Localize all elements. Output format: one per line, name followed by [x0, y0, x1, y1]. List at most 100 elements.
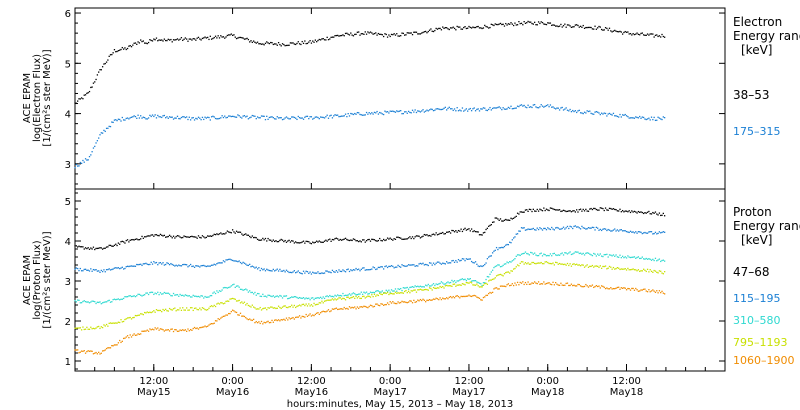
proton-point	[268, 322, 271, 324]
proton-point	[289, 241, 292, 243]
proton-point	[313, 298, 315, 301]
electron-panel-frame	[74, 7, 726, 190]
proton-point	[520, 211, 523, 213]
proton-point	[209, 323, 211, 325]
proton-point	[515, 233, 517, 235]
proton-point	[260, 309, 263, 311]
proton-point	[252, 236, 255, 239]
electron-point	[103, 129, 105, 132]
electron-point	[465, 108, 468, 110]
electron-point	[489, 106, 491, 109]
proton-point	[499, 247, 502, 249]
proton-point	[544, 209, 546, 212]
proton-point	[318, 297, 320, 299]
proton-point	[439, 262, 441, 264]
proton-point	[438, 283, 440, 285]
electron-point	[255, 42, 257, 44]
proton-point	[512, 268, 515, 270]
proton-point	[104, 349, 106, 351]
proton-point	[552, 253, 554, 255]
electron-point	[293, 116, 295, 119]
electron-point	[234, 36, 236, 38]
proton-point	[628, 231, 630, 234]
electron-point	[481, 108, 483, 110]
electron-point	[260, 43, 263, 45]
proton-point	[94, 301, 96, 303]
electron-point	[338, 35, 340, 37]
electron-point	[84, 94, 87, 96]
proton-point	[162, 329, 164, 331]
proton-point	[193, 307, 196, 310]
proton-point	[258, 239, 260, 241]
proton-point	[484, 231, 486, 234]
proton-point	[87, 301, 89, 303]
proton-point	[495, 217, 498, 219]
proton-point	[510, 217, 512, 219]
proton-point	[498, 273, 500, 276]
electron-point	[213, 36, 215, 39]
proton-point	[207, 325, 209, 327]
proton-point	[465, 279, 468, 282]
proton-point	[384, 292, 386, 294]
proton-point	[497, 248, 499, 251]
proton-point	[188, 295, 190, 297]
proton-point	[377, 239, 380, 242]
electron-point	[397, 110, 399, 113]
electron-point	[555, 25, 557, 27]
proton-point	[558, 284, 561, 286]
proton-point	[570, 283, 573, 285]
electron-point	[78, 98, 80, 100]
proton-point	[448, 296, 450, 298]
proton-point	[564, 263, 566, 265]
electron-point	[574, 24, 577, 26]
proton-point	[91, 350, 93, 352]
proton-point	[485, 294, 487, 297]
proton-point	[295, 306, 297, 309]
electron-point	[171, 41, 173, 43]
electron-point	[656, 34, 658, 36]
proton-point	[459, 279, 461, 281]
electron-point	[364, 31, 366, 33]
proton-point	[510, 284, 512, 287]
proton-point	[243, 233, 246, 236]
electron-point	[263, 44, 265, 46]
proton-point	[92, 268, 95, 271]
proton-point	[323, 272, 326, 274]
electron-point	[188, 38, 190, 40]
proton-point	[285, 317, 288, 319]
proton-point	[461, 283, 464, 285]
proton-point	[154, 262, 156, 264]
electron-point	[351, 113, 353, 115]
proton-point	[312, 241, 314, 243]
proton-point	[322, 302, 324, 304]
electron-point	[138, 42, 141, 44]
electron-point	[179, 118, 181, 120]
electron-point	[130, 46, 133, 48]
proton-point	[165, 329, 167, 331]
electron-point	[158, 39, 160, 41]
proton-point	[407, 288, 410, 290]
proton-point	[392, 290, 394, 292]
proton-point	[618, 210, 620, 212]
electron-point	[541, 105, 544, 107]
proton-point	[291, 240, 293, 242]
electron-point	[150, 115, 152, 118]
electron-point	[449, 108, 452, 110]
proton-point	[287, 319, 289, 321]
proton-panel-frame	[74, 188, 726, 372]
electron-point	[279, 117, 281, 119]
proton-point	[388, 289, 390, 291]
electron-point	[327, 117, 330, 119]
electron-point	[280, 117, 282, 119]
electron-point	[510, 22, 512, 24]
proton-point	[481, 284, 483, 287]
proton-point	[540, 209, 542, 211]
proton-point	[197, 265, 200, 267]
proton-point	[119, 339, 121, 342]
electron-point	[111, 53, 113, 56]
proton-point	[183, 263, 185, 266]
proton-point	[323, 310, 326, 313]
electron-point	[491, 107, 494, 110]
proton-point	[593, 226, 595, 229]
proton-point	[116, 267, 118, 269]
